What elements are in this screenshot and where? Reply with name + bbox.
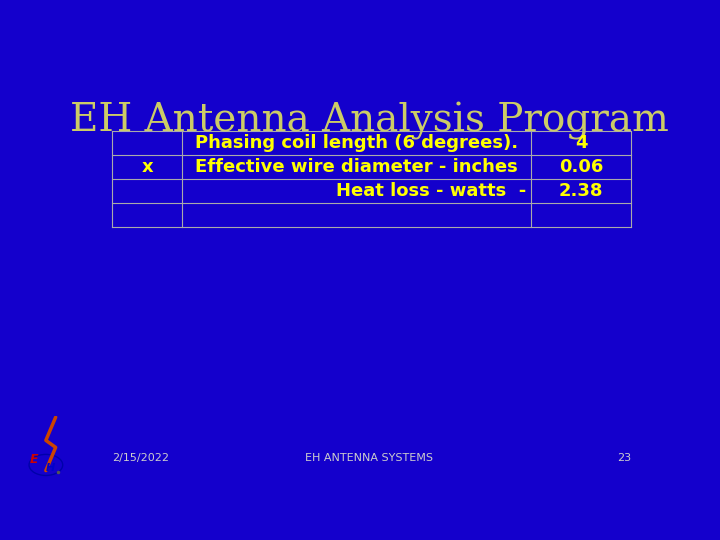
Text: Phasing coil length (6 degrees).: Phasing coil length (6 degrees).	[195, 134, 518, 152]
Text: Heat loss - watts  -: Heat loss - watts -	[336, 182, 526, 200]
Text: 4: 4	[575, 134, 588, 152]
Text: 23: 23	[617, 453, 631, 463]
Text: 2.38: 2.38	[559, 182, 603, 200]
Text: EH Antenna Analysis Program: EH Antenna Analysis Program	[70, 102, 668, 140]
Text: Effective wire diameter - inches: Effective wire diameter - inches	[195, 158, 518, 176]
Text: E: E	[30, 453, 38, 466]
Text: EH ANTENNA SYSTEMS: EH ANTENNA SYSTEMS	[305, 453, 433, 463]
Text: 2/15/2022: 2/15/2022	[112, 453, 169, 463]
Text: x: x	[141, 158, 153, 176]
Text: 0.06: 0.06	[559, 158, 603, 176]
Text: H: H	[46, 463, 55, 474]
